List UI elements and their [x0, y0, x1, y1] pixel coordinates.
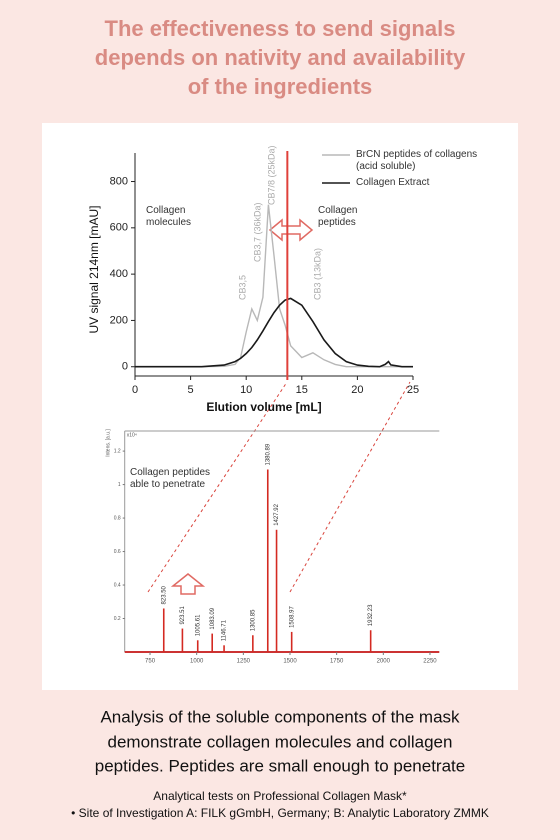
peak-label: CB3 (13kDa): [312, 248, 322, 300]
legend-label: BrCN peptides of collagens (acid soluble…: [356, 149, 478, 172]
peak-label: 1508.97: [289, 606, 295, 628]
series-line: [135, 297, 413, 368]
y-tick-label: 400: [110, 268, 128, 280]
y-scale-label: x10⁴: [127, 432, 137, 438]
x-tick-label: 0: [132, 384, 138, 396]
x-tick-label: 1500: [283, 659, 297, 665]
title: of the ingredients: [188, 74, 373, 99]
x-tick-label: 5: [188, 384, 194, 396]
peak-label: CB3,7 (36kDa): [252, 202, 262, 262]
x-axis-label: Elution volume [mL]: [206, 400, 321, 414]
connector: [289, 381, 411, 593]
peak-label: 1380.89: [265, 443, 271, 465]
double-arrow: [268, 218, 314, 242]
footnote: • Site of Investigation A: FILK gGmbH, G…: [71, 806, 489, 820]
y-tick-label: 0.8: [114, 515, 121, 521]
up-arrow: [170, 573, 206, 595]
peak-label: 1083.09: [210, 607, 216, 629]
title: depends on nativity and availability: [95, 45, 466, 70]
y-axis-label: Intens. [a.u.]: [105, 429, 111, 457]
peak-label: 823.50: [161, 585, 167, 604]
x-tick-label: 20: [351, 384, 363, 396]
legend-label: Collagen Extract: [356, 177, 430, 188]
x-tick-label: 10: [240, 384, 252, 396]
peak-label: 923.51: [180, 606, 186, 625]
y-axis-label: UV signal 214nm [mAU]: [87, 205, 101, 333]
peak-label: 1427.92: [274, 503, 280, 525]
x-tick-label: 1000: [190, 659, 204, 665]
footnote: Analytical tests on Professional Collage…: [153, 789, 407, 803]
y-tick-label: 1.2: [114, 448, 121, 454]
y-tick-label: 0.6: [114, 549, 121, 555]
caption: peptides. Peptides are small enough to p…: [95, 756, 465, 775]
peak-label: 1005.61: [195, 614, 201, 636]
x-tick-label: 1750: [330, 659, 344, 665]
y-tick-label: 1: [118, 482, 121, 488]
y-tick-label: 0.4: [114, 582, 121, 588]
x-tick-label: 15: [296, 384, 308, 396]
x-tick-label: 750: [145, 659, 156, 665]
figure-panel: [42, 123, 518, 690]
peak-label: CB3,5: [237, 275, 247, 300]
annotation: Collagen peptides able to penetrate: [130, 467, 211, 490]
peak-label: 1300.85: [250, 609, 256, 631]
annotation: Collagen molecules: [146, 205, 192, 228]
peak-label: 1146.71: [222, 619, 228, 641]
caption: demonstrate collagen molecules and colla…: [108, 732, 453, 751]
x-tick-label: 2250: [423, 659, 437, 665]
peak-label: CB7/8 (25kDa): [266, 145, 276, 205]
y-tick-label: 600: [110, 222, 128, 234]
x-tick-label: 1250: [237, 659, 251, 665]
peak-label: 1932.23: [368, 604, 374, 626]
y-tick-label: 800: [110, 175, 128, 187]
caption: Analysis of the soluble components of th…: [100, 707, 460, 726]
y-tick-label: 0.2: [114, 616, 121, 622]
x-tick-label: 2000: [377, 659, 391, 665]
x-tick-label: 25: [407, 384, 419, 396]
title: The effectiveness to send signals: [105, 16, 456, 41]
y-tick-label: 200: [110, 314, 128, 326]
annotation: Collagen peptides: [318, 205, 358, 228]
y-tick-label: 0: [122, 361, 128, 373]
